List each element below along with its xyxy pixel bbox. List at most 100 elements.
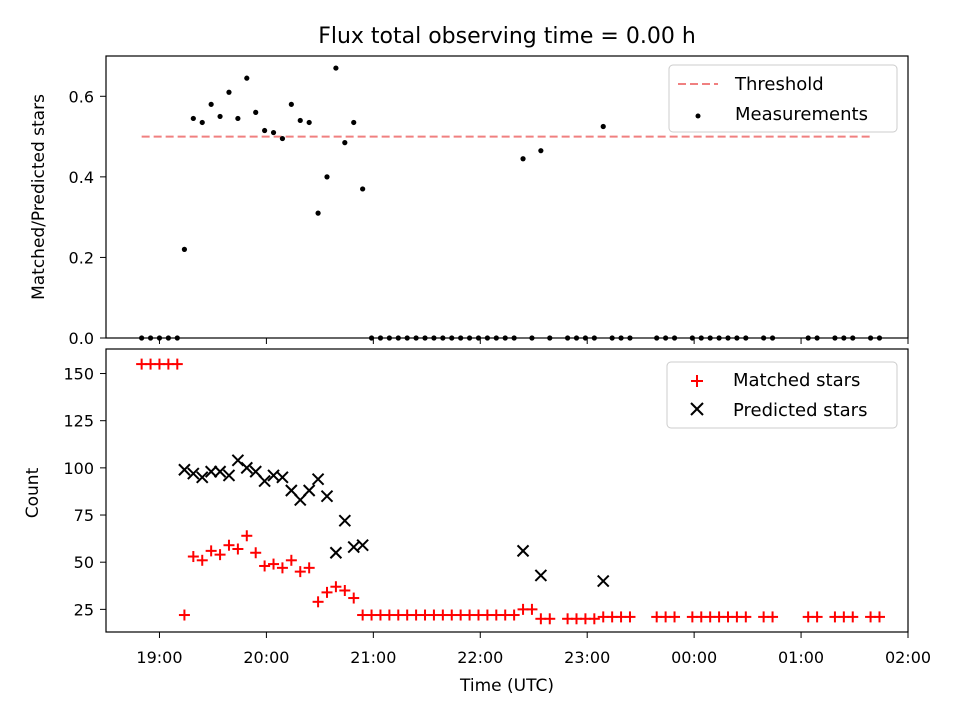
measurement-point xyxy=(199,119,205,126)
matched-star-point xyxy=(268,558,280,570)
predicted-star-point xyxy=(204,465,218,478)
measurement-point xyxy=(208,101,214,107)
predicted-star-point xyxy=(302,484,316,497)
legend-matched-label: Matched stars xyxy=(733,370,860,391)
matched-star-point xyxy=(873,611,885,623)
matched-star-point xyxy=(171,358,183,370)
predicted-star-point xyxy=(516,544,530,558)
matched-star-point xyxy=(285,554,297,566)
count-panel: 25 50 75 100 125 150 19:00 20:00 21:00 22:00 23:0… xyxy=(23,348,931,696)
count-y-tick-label: 125 xyxy=(63,412,94,431)
matched-star-point xyxy=(811,611,823,623)
matched-star-point xyxy=(232,543,244,555)
matched-star-point xyxy=(767,611,779,623)
matched-star-point xyxy=(276,562,288,574)
count-y-tick-label: 75 xyxy=(74,506,94,525)
predicted-star-point xyxy=(597,574,610,588)
measurement-point xyxy=(520,156,526,162)
measurement-point xyxy=(190,115,196,122)
matched-star-point xyxy=(187,551,199,563)
matched-star-point xyxy=(847,611,859,623)
predicted-star-point xyxy=(534,569,548,582)
legend-measurements-swatch xyxy=(695,113,701,119)
measurement-point xyxy=(244,75,250,81)
matched-star-point xyxy=(508,609,520,621)
legend-threshold-label: Threshold xyxy=(734,74,824,95)
predicted-star-point xyxy=(187,467,200,480)
matched-star-point xyxy=(588,613,600,625)
matched-star-point xyxy=(312,596,324,608)
matched-star-point xyxy=(321,586,333,598)
measurement-point xyxy=(279,135,286,142)
ratio-y-axis-label: Matched/Predicted stars xyxy=(29,94,49,300)
measurement-point xyxy=(297,117,303,124)
matched-star-point xyxy=(241,530,253,542)
x-tick-label: 00:00 xyxy=(671,648,717,667)
matched-star-point xyxy=(178,609,190,621)
ratio-axes-frame xyxy=(105,55,909,339)
measurement-point xyxy=(342,140,348,146)
measurement-point xyxy=(217,113,223,120)
measurement-point xyxy=(333,65,339,71)
count-legend-box xyxy=(666,361,898,429)
x-tick-label: 19:00 xyxy=(136,648,182,667)
measurement-point xyxy=(315,210,321,216)
chart-title: Flux total observing time = 0.00 h xyxy=(318,24,696,49)
count-y-tick-label: 150 xyxy=(63,365,94,384)
matched-star-point xyxy=(544,613,556,625)
predicted-star-point xyxy=(249,465,262,478)
measurement-point xyxy=(235,115,241,122)
predicted-star-point xyxy=(356,539,369,552)
predicted-star-point xyxy=(196,471,209,484)
legend-predicted-label: Predicted stars xyxy=(733,400,867,421)
matched-star-point xyxy=(214,549,226,561)
legend-measurements-label: Measurements xyxy=(735,104,868,125)
matched-star-point xyxy=(348,592,360,604)
count-y-ticks: 25 50 75 100 125 150 xyxy=(63,365,106,619)
measurement-point xyxy=(288,101,294,107)
predicted-star-point xyxy=(222,469,236,482)
ratio-y-tick-label: 0.4 xyxy=(69,168,94,187)
matched-star-point xyxy=(303,562,315,574)
predicted-star-point xyxy=(285,484,298,497)
measurement-point xyxy=(262,127,268,134)
matched-star-point xyxy=(205,545,217,557)
measurement-point xyxy=(181,246,188,252)
matched-star-point xyxy=(624,611,636,623)
predicted-star-point xyxy=(240,461,254,475)
matched-star-point xyxy=(526,603,538,615)
legend-matched-swatch xyxy=(691,375,703,387)
legend-predicted-swatch xyxy=(690,402,704,416)
count-legend: Matched stars Predicted stars xyxy=(666,361,898,429)
matched-star-point xyxy=(339,584,351,596)
matched-star-point xyxy=(259,560,271,572)
matched-star-point xyxy=(250,547,262,559)
predicted-star-point xyxy=(258,474,271,488)
measurement-point xyxy=(351,119,357,126)
measurement-point xyxy=(253,109,259,115)
x-axis-label: Time (UTC) xyxy=(459,676,554,696)
count-y-tick-label: 50 xyxy=(74,553,94,572)
predicted-star-point xyxy=(311,472,325,486)
x-tick-label: 20:00 xyxy=(243,648,289,667)
predicted-star-point xyxy=(294,493,307,507)
ratio-points-layer xyxy=(139,65,883,341)
ratio-x-ticks xyxy=(158,338,909,344)
count-y-tick-label: 100 xyxy=(63,459,94,478)
ratio-y-tick-label: 0.0 xyxy=(69,329,94,348)
ratio-panel: 0.0 0.2 0.4 0.6 Matched/Predicted stars Thr… xyxy=(29,55,909,348)
measurement-point xyxy=(270,129,277,136)
x-tick-label: 02:00 xyxy=(885,648,931,667)
matched-star-point xyxy=(740,611,752,623)
matched-star-point xyxy=(294,566,306,578)
ratio-y-tick-label: 0.2 xyxy=(69,248,94,267)
count-y-axis-label: Count xyxy=(23,467,43,518)
count-x-ticks: 19:00 20:00 21:00 22:00 23:00 00:00 01:00 02:00 xyxy=(136,632,931,667)
measurement-point xyxy=(324,174,330,180)
ratio-legend-box xyxy=(668,64,898,133)
predicted-star-point xyxy=(320,489,334,503)
x-tick-label: 23:00 xyxy=(564,648,610,667)
predicted-star-point xyxy=(276,471,289,484)
ratio-y-ticks: 0.0 0.2 0.4 0.6 xyxy=(69,87,106,348)
predicted-star-point xyxy=(329,546,343,559)
